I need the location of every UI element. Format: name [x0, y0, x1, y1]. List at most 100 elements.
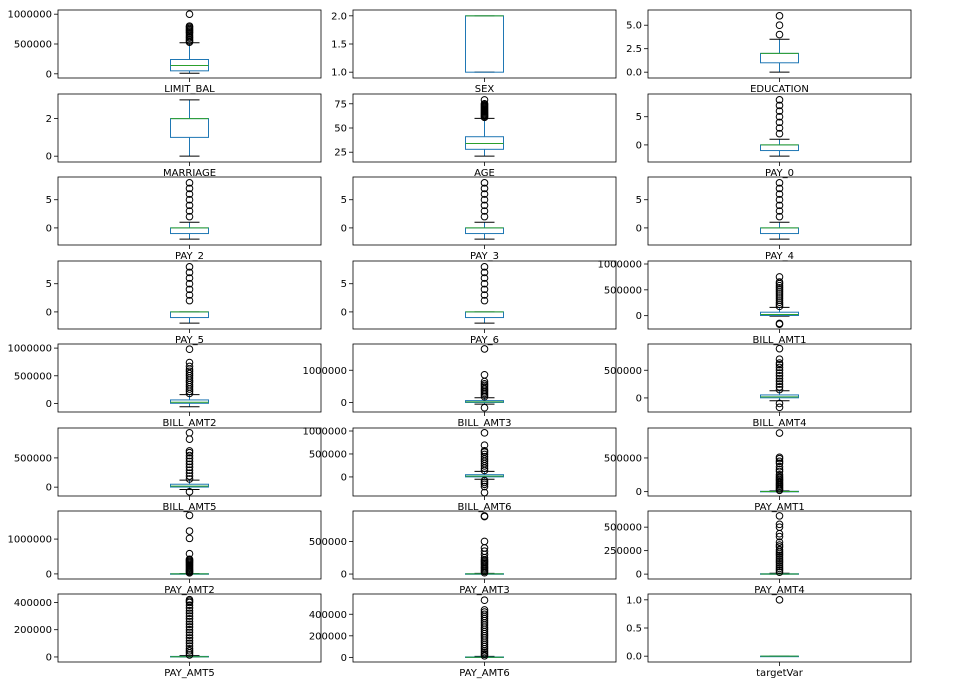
outlier-point — [775, 273, 784, 281]
y-tick-label: 0 — [46, 483, 52, 494]
x-axis-label: LIMIT_BAL — [164, 84, 215, 95]
outlier-point — [775, 124, 784, 132]
y-tick-label: 0 — [46, 223, 52, 234]
outlier-point — [480, 212, 489, 221]
outlier-point — [480, 403, 489, 412]
outlier-point — [480, 99, 489, 108]
outlier-point — [185, 201, 194, 210]
outlier-point — [185, 623, 194, 631]
outlier-point — [185, 628, 194, 637]
y-tick-label: 0 — [341, 653, 347, 664]
y-tick-label: 500000 — [604, 453, 642, 464]
outlier-point — [480, 429, 489, 437]
outlier-point — [185, 369, 194, 378]
outlier-point — [775, 399, 784, 408]
outlier-point — [480, 512, 489, 520]
y-tick-label: 0 — [636, 393, 642, 404]
outlier-point — [185, 527, 194, 535]
outlier-point — [185, 274, 194, 282]
outlier-point — [775, 538, 784, 546]
outlier-point — [480, 207, 489, 215]
x-axis-label: targetVar — [756, 668, 804, 679]
subplot-pay-5: 0 5 PAY_5 — [46, 260, 322, 346]
outlier-point — [185, 466, 194, 474]
outlier-point — [775, 465, 784, 474]
outlier-point — [480, 370, 489, 379]
outlier-point — [775, 545, 784, 554]
x-axis-label: PAY_AMT4 — [754, 585, 805, 596]
outlier-point — [775, 541, 784, 549]
outlier-point — [185, 362, 194, 371]
outlier-point — [185, 184, 194, 193]
outlier-point — [185, 190, 194, 198]
y-tick-label: 25 — [334, 148, 347, 159]
y-tick-label: 2 — [46, 114, 52, 125]
x-axis-label: BILL_AMT4 — [753, 418, 807, 429]
outlier-point — [185, 625, 194, 634]
outlier-point — [775, 596, 784, 604]
outlier-point — [480, 452, 489, 461]
y-tick-label: 400000 — [14, 598, 52, 609]
outlier-point — [480, 201, 489, 210]
outlier-point — [775, 429, 784, 437]
y-tick-label: 500000 — [14, 371, 52, 382]
x-axis-label: BILL_AMT5 — [163, 502, 217, 513]
x-axis-label: PAY_0 — [765, 168, 794, 179]
outlier-point — [185, 285, 194, 294]
subplot-pay-3: 0 5 PAY_3 — [341, 176, 617, 262]
y-tick-label: 0 — [46, 307, 52, 318]
outlier-point — [185, 612, 194, 620]
outlier-point — [185, 291, 194, 299]
outlier-point — [480, 537, 489, 546]
outlier-point — [480, 450, 489, 459]
x-axis-label: PAY_AMT2 — [164, 585, 215, 596]
iqr-box — [170, 311, 209, 319]
y-tick-label: 500000 — [14, 40, 52, 51]
outlier-point — [775, 380, 784, 388]
x-axis-label: PAY_6 — [470, 335, 499, 346]
outlier-point — [185, 642, 194, 650]
outlier-point — [185, 475, 194, 483]
outlier-point — [185, 606, 194, 615]
outlier-point — [775, 344, 784, 353]
outlier-point — [775, 355, 784, 363]
outlier-point — [185, 296, 194, 305]
subplot-targetvar: 0.0 0.5 1.0 targetVar — [626, 593, 912, 679]
x-axis-label: BILL_AMT6 — [458, 502, 512, 513]
y-tick-label: 0 — [46, 569, 52, 580]
outlier-point — [775, 195, 784, 204]
outlier-point — [775, 190, 784, 198]
outlier-point — [185, 609, 194, 618]
outlier-point — [185, 549, 194, 558]
iqr-box — [465, 227, 504, 235]
x-axis-label: PAY_2 — [175, 251, 204, 262]
y-tick-label: 400000 — [309, 610, 347, 621]
outlier-point — [775, 118, 784, 127]
y-tick-label: 5 — [636, 195, 642, 206]
outlier-point — [480, 596, 489, 605]
subplot-pay-0: 0 5 PAY_0 — [636, 93, 912, 179]
outlier-point — [775, 467, 784, 476]
y-tick-label: 0 — [341, 472, 347, 483]
outlier-point — [185, 634, 194, 642]
x-axis-label: MARRIAGE — [163, 168, 216, 179]
outlier-point — [185, 488, 194, 496]
outlier-point — [480, 482, 489, 491]
outlier-point — [480, 606, 489, 614]
y-tick-label: 1000000 — [7, 10, 52, 21]
y-tick-label: 0 — [46, 152, 52, 163]
outlier-point — [775, 184, 784, 193]
x-axis-label: PAY_AMT5 — [164, 668, 215, 679]
outlier-point — [185, 212, 194, 221]
subplot-pay-amt3: 0 500000 PAY_AMT3 — [309, 510, 617, 596]
outlier-point — [775, 281, 784, 290]
outlier-point — [775, 459, 784, 468]
iqr-box — [760, 52, 799, 64]
y-tick-label: 2.0 — [331, 11, 347, 22]
iqr-box — [170, 399, 209, 404]
outlier-point — [185, 636, 194, 645]
outlier-point — [775, 320, 784, 328]
outlier-point — [185, 428, 194, 437]
outlier-point — [185, 639, 194, 648]
outlier-point — [775, 371, 784, 380]
